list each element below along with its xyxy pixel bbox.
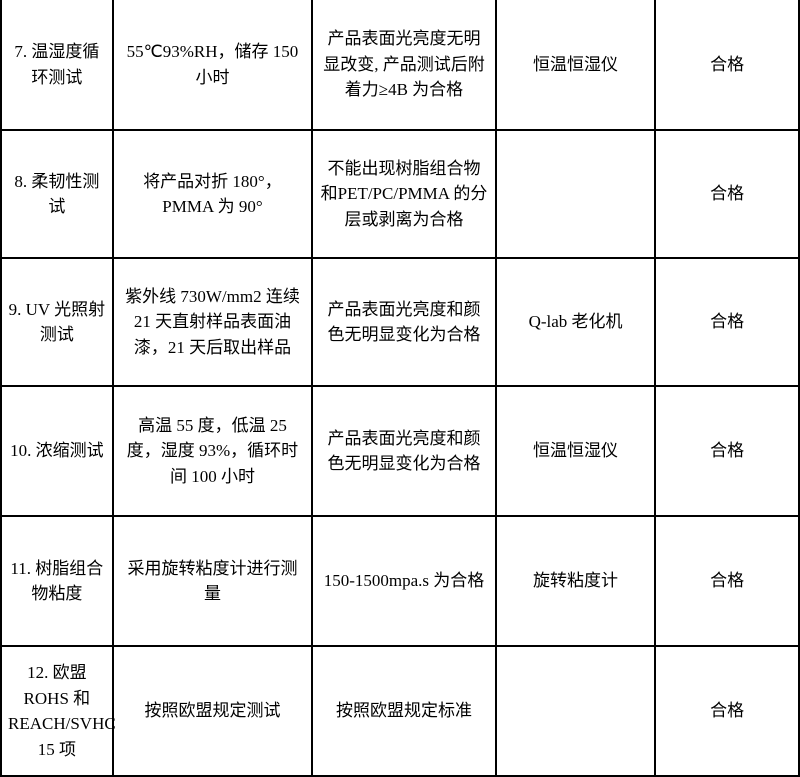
cell-method: 采用旋转粘度计进行测量 bbox=[113, 516, 313, 646]
cell-result: 合格 bbox=[655, 130, 799, 258]
table-row: 8. 柔韧性测试 将产品对折 180°，PMMA 为 90° 不能出现树脂组合物… bbox=[1, 130, 799, 258]
test-spec-table: 7. 温湿度循环测试 55℃93%RH，储存 150 小时 产品表面光亮度无明显… bbox=[0, 0, 800, 777]
cell-equipment bbox=[496, 130, 656, 258]
cell-criteria: 150-1500mpa.s 为合格 bbox=[312, 516, 496, 646]
table-row: 10. 浓缩测试 高温 55 度，低温 25 度，湿度 93%，循环时间 100… bbox=[1, 386, 799, 516]
table-row: 7. 温湿度循环测试 55℃93%RH，储存 150 小时 产品表面光亮度无明显… bbox=[1, 0, 799, 130]
table-row: 12. 欧盟 ROHS 和 REACH/SVHC 15 项 按照欧盟规定测试 按… bbox=[1, 646, 799, 776]
table-body: 7. 温湿度循环测试 55℃93%RH，储存 150 小时 产品表面光亮度无明显… bbox=[1, 0, 799, 776]
cell-equipment bbox=[496, 646, 656, 776]
cell-result: 合格 bbox=[655, 258, 799, 386]
cell-result: 合格 bbox=[655, 646, 799, 776]
cell-result: 合格 bbox=[655, 516, 799, 646]
cell-test-name: 7. 温湿度循环测试 bbox=[1, 0, 113, 130]
cell-method: 按照欧盟规定测试 bbox=[113, 646, 313, 776]
cell-test-name: 11. 树脂组合物粘度 bbox=[1, 516, 113, 646]
cell-method: 将产品对折 180°，PMMA 为 90° bbox=[113, 130, 313, 258]
cell-result: 合格 bbox=[655, 0, 799, 130]
cell-method: 高温 55 度，低温 25 度，湿度 93%，循环时间 100 小时 bbox=[113, 386, 313, 516]
cell-criteria: 产品表面光亮度无明显改变, 产品测试后附着力≥4B 为合格 bbox=[312, 0, 496, 130]
cell-test-name: 9. UV 光照射测试 bbox=[1, 258, 113, 386]
cell-test-name: 8. 柔韧性测试 bbox=[1, 130, 113, 258]
cell-equipment: 恒温恒湿仪 bbox=[496, 386, 656, 516]
table-row: 11. 树脂组合物粘度 采用旋转粘度计进行测量 150-1500mpa.s 为合… bbox=[1, 516, 799, 646]
cell-test-name: 10. 浓缩测试 bbox=[1, 386, 113, 516]
cell-criteria: 按照欧盟规定标准 bbox=[312, 646, 496, 776]
cell-equipment: 恒温恒湿仪 bbox=[496, 0, 656, 130]
cell-method: 55℃93%RH，储存 150 小时 bbox=[113, 0, 313, 130]
cell-equipment: Q-lab 老化机 bbox=[496, 258, 656, 386]
table-row: 9. UV 光照射测试 紫外线 730W/mm2 连续 21 天直射样品表面油漆… bbox=[1, 258, 799, 386]
cell-result: 合格 bbox=[655, 386, 799, 516]
cell-criteria: 产品表面光亮度和颜色无明显变化为合格 bbox=[312, 386, 496, 516]
cell-criteria: 产品表面光亮度和颜色无明显变化为合格 bbox=[312, 258, 496, 386]
cell-criteria: 不能出现树脂组合物和PET/PC/PMMA 的分层或剥离为合格 bbox=[312, 130, 496, 258]
cell-method: 紫外线 730W/mm2 连续 21 天直射样品表面油漆，21 天后取出样品 bbox=[113, 258, 313, 386]
cell-equipment: 旋转粘度计 bbox=[496, 516, 656, 646]
test-spec-table-container: 7. 温湿度循环测试 55℃93%RH，储存 150 小时 产品表面光亮度无明显… bbox=[0, 0, 800, 777]
cell-test-name: 12. 欧盟 ROHS 和 REACH/SVHC 15 项 bbox=[1, 646, 113, 776]
